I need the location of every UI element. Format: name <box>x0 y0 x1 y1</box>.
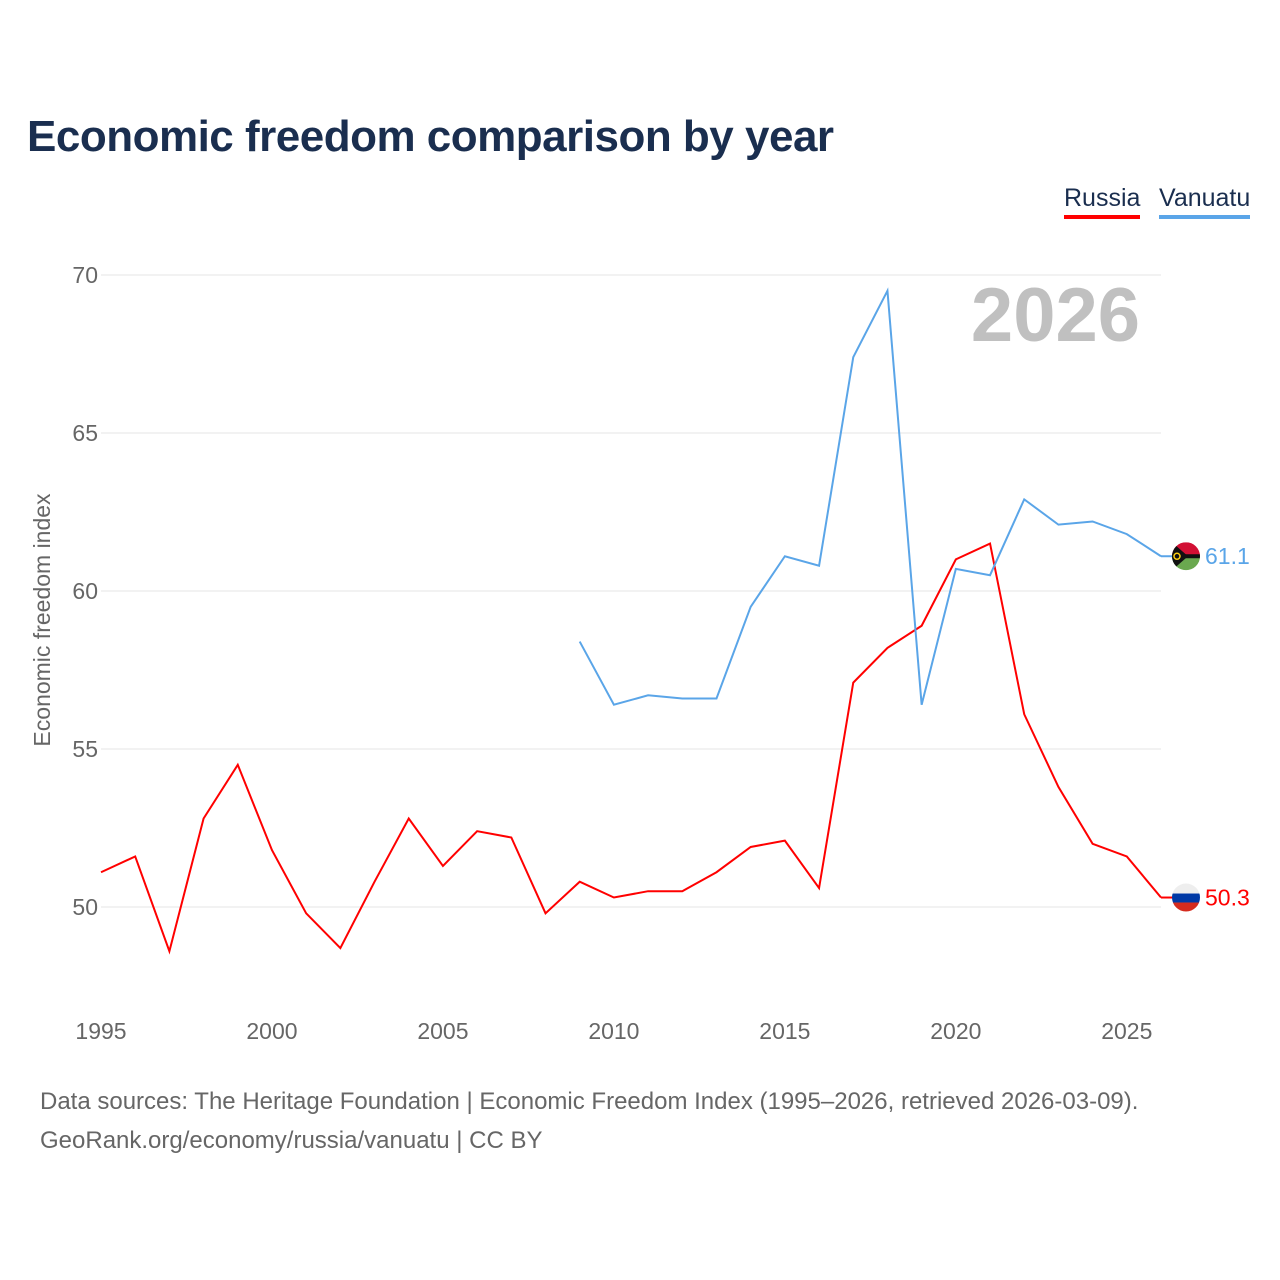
data-point-russia <box>885 646 889 650</box>
year-watermark: 2026 <box>971 273 1140 358</box>
vanuatu-flag-icon <box>1172 542 1200 571</box>
data-point-russia <box>714 870 718 874</box>
series-line-vanuatu <box>578 287 1162 706</box>
data-point-vanuatu <box>988 573 992 577</box>
y-tick-label: 55 <box>72 736 98 762</box>
data-point-russia <box>373 880 377 884</box>
data-point-vanuatu <box>851 355 855 359</box>
y-tick-label: 50 <box>72 894 98 920</box>
data-point-vanuatu <box>749 605 753 609</box>
data-point-vanuatu <box>612 703 616 707</box>
data-point-vanuatu <box>1125 532 1129 536</box>
data-point-vanuatu <box>680 696 684 700</box>
legend-russia[interactable]: Russia <box>1064 184 1141 219</box>
x-tick-label: 2000 <box>246 1018 297 1044</box>
data-point-vanuatu <box>954 567 958 571</box>
data-point-vanuatu <box>578 640 582 644</box>
data-point-russia <box>1022 712 1026 716</box>
data-point-russia <box>99 870 103 874</box>
y-axis-label: Economic freedom index <box>29 493 55 747</box>
data-point-russia <box>167 949 171 953</box>
x-tick-label: 2015 <box>759 1018 810 1044</box>
data-point-russia <box>1091 842 1095 846</box>
data-point-vanuatu <box>1056 523 1060 527</box>
y-tick-label: 70 <box>72 262 98 288</box>
data-point-russia <box>988 542 992 546</box>
data-point-vanuatu <box>920 703 924 707</box>
y-tick-label: 60 <box>72 578 98 604</box>
data-point-russia <box>749 845 753 849</box>
data-point-russia <box>954 557 958 561</box>
data-point-russia <box>407 817 411 821</box>
x-tick-label: 2020 <box>930 1018 981 1044</box>
x-tick-label: 1995 <box>75 1018 126 1044</box>
data-point-russia <box>1056 785 1060 789</box>
data-point-russia <box>1125 854 1129 858</box>
data-point-vanuatu <box>1022 497 1026 501</box>
end-value-label: 61.1 <box>1205 543 1250 569</box>
data-point-russia <box>920 624 924 628</box>
data-point-russia <box>270 848 274 852</box>
data-point-russia <box>851 681 855 685</box>
x-tick-label: 2025 <box>1101 1018 1152 1044</box>
data-point-russia <box>817 886 821 890</box>
data-point-russia <box>441 864 445 868</box>
source-link[interactable]: GeoRank.org/economy/russia/vanuatu | CC … <box>40 1127 543 1154</box>
data-point-russia <box>475 829 479 833</box>
data-point-russia <box>236 763 240 767</box>
data-point-russia <box>680 889 684 893</box>
data-point-vanuatu <box>783 554 787 558</box>
source-text: Data sources: The Heritage Foundation | … <box>40 1088 1139 1115</box>
data-point-russia <box>304 911 308 915</box>
end-value-label: 50.3 <box>1205 885 1250 911</box>
data-point-russia <box>338 946 342 950</box>
data-point-vanuatu <box>885 289 889 293</box>
series-line-russia <box>100 542 1162 955</box>
data-point-russia <box>544 911 548 915</box>
chart-title: Economic freedom comparison by year <box>27 112 834 161</box>
data-point-vanuatu <box>1091 519 1095 523</box>
x-tick-label: 2010 <box>588 1018 639 1044</box>
data-point-russia <box>612 896 616 900</box>
russia-flag-icon <box>1172 883 1200 912</box>
data-point-russia <box>202 817 206 821</box>
data-point-russia <box>133 854 137 858</box>
data-point-vanuatu <box>714 696 718 700</box>
data-point-russia <box>509 835 513 839</box>
data-point-russia <box>646 889 650 893</box>
data-point-vanuatu <box>817 564 821 568</box>
data-point-russia <box>783 839 787 843</box>
data-point-russia <box>578 880 582 884</box>
y-tick-label: 65 <box>72 420 98 446</box>
x-tick-label: 2005 <box>417 1018 468 1044</box>
data-point-vanuatu <box>646 693 650 697</box>
legend-vanuatu[interactable]: Vanuatu <box>1159 184 1251 219</box>
